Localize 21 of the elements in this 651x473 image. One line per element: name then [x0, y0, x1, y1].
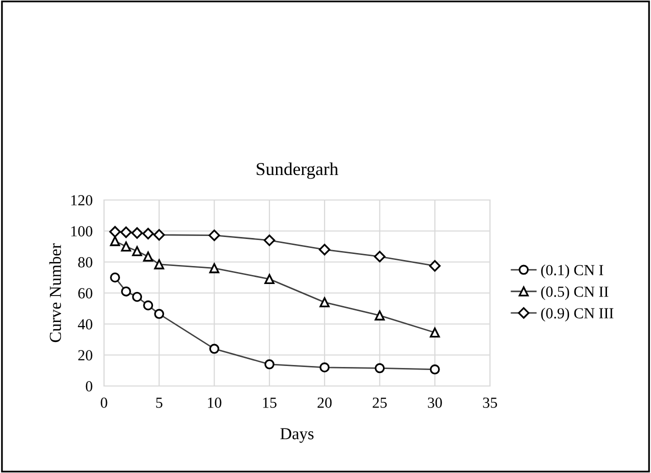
- x-tick-label: 25: [372, 398, 387, 408]
- y-tick-label: 40: [78, 319, 92, 330]
- y-tick-label: 100: [71, 226, 92, 236]
- legend-label: (0.1) CN I: [541, 264, 604, 278]
- x-axis-title: Days: [280, 428, 314, 443]
- legend-label: (0.5) CN II: [541, 286, 608, 300]
- x-tick-label: 35: [483, 398, 498, 408]
- x-tick-label: 10: [208, 398, 222, 408]
- x-tick-label: 15: [263, 398, 276, 408]
- x-tick-label: 0: [100, 398, 108, 408]
- y-tick-label: 80: [78, 257, 92, 268]
- legend-label: (0.9) CN III: [541, 308, 614, 322]
- y-tick-label: 120: [71, 195, 92, 206]
- y-tick-label: 0: [86, 381, 92, 392]
- y-tick-label: 20: [78, 350, 92, 360]
- y-tick-label: 60: [78, 288, 92, 298]
- x-tick-label: 20: [318, 398, 332, 408]
- chart-title: Sundergarh: [256, 162, 338, 179]
- y-axis-title: Curve Number: [49, 243, 62, 342]
- x-tick-label: 30: [428, 398, 442, 408]
- x-tick-label: 5: [156, 398, 162, 408]
